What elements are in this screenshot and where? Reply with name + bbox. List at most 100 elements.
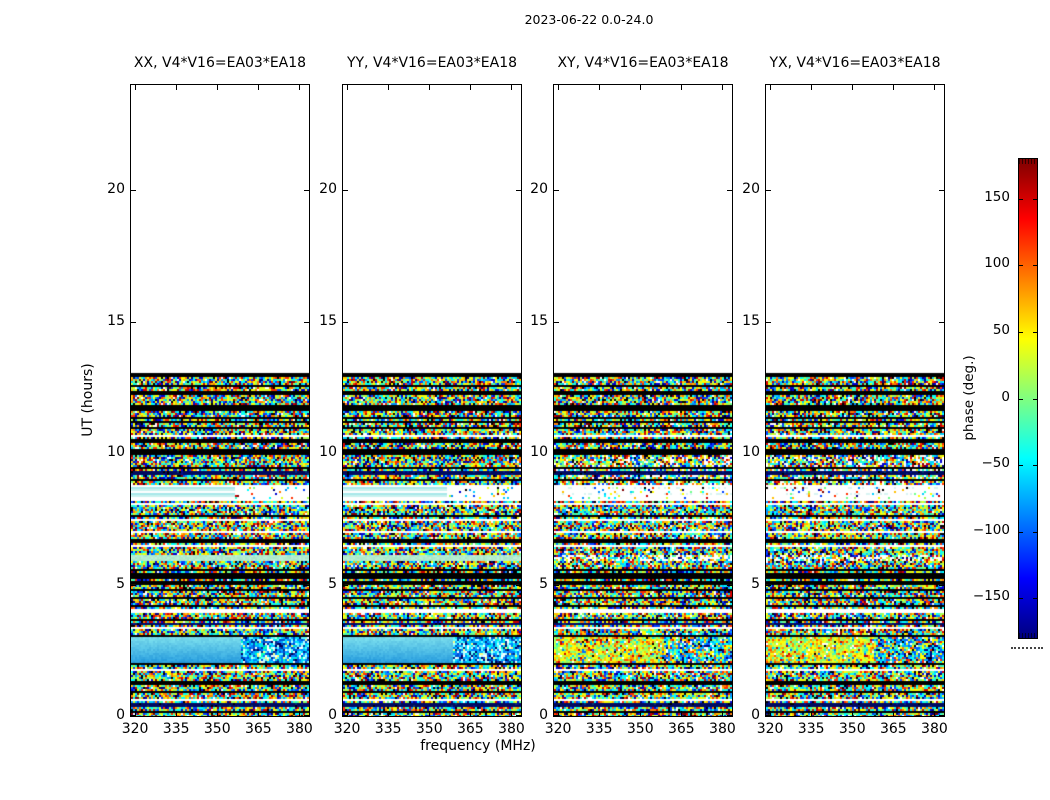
x-tick-label: 350 [838,721,866,737]
heatmap-canvas-xx [131,85,309,716]
y-tick [304,453,309,454]
y-tick [727,322,732,323]
x-tick [770,85,771,90]
y-tick-label: 15 [742,312,760,329]
y-tick [516,453,521,454]
y-tick-label: 0 [751,707,760,723]
colorbar-tick-label: 0 [1001,389,1010,405]
x-tick [176,85,177,90]
colorbar-tick [1033,598,1037,599]
y-tick [304,322,309,323]
y-tick [766,322,771,323]
x-tick [470,85,471,90]
x-tick [599,85,600,90]
x-tick [135,711,136,716]
x-tick [852,85,853,90]
y-tick-label: 20 [742,181,760,198]
colorbar-tick [1033,465,1037,466]
y-tick-label: 5 [328,575,337,592]
y-tick-label: 15 [319,312,337,329]
y-tick [727,190,732,191]
x-tick-label: 365 [879,721,907,737]
x-tick [347,711,348,716]
colorbar-tick-label: 150 [984,189,1010,205]
colorbar-tick [1019,199,1023,200]
colorbar-tick-label: −50 [981,455,1011,471]
colorbar-tick [1033,265,1037,266]
colorbar-tick-label: −150 [972,588,1010,604]
colorbar-tick [1019,598,1023,599]
x-tick-label: 350 [415,721,443,737]
colorbar-tick [1033,532,1037,533]
colorbar-tick [1019,332,1023,333]
x-tick [429,711,430,716]
y-tick [131,453,136,454]
x-tick [722,711,723,716]
colorbar-tick [1019,532,1023,533]
x-tick-label: 335 [162,721,190,737]
x-tick [470,711,471,716]
x-tick-label: 365 [456,721,484,737]
x-tick [852,711,853,716]
x-tick [558,85,559,90]
heatmap-panel-xy [553,84,733,717]
colorbar-tick [1019,465,1023,466]
x-tick-label: 335 [585,721,613,737]
x-tick-label: 320 [121,721,149,737]
y-tick [554,585,559,586]
x-tick [934,711,935,716]
y-tick-label: 10 [530,444,548,461]
y-tick-label: 5 [751,575,760,592]
y-tick [939,453,944,454]
y-tick-label: 20 [107,181,125,198]
x-tick [258,711,259,716]
x-tick-label: 335 [374,721,402,737]
panel-title-yy: YY, V4*V16=EA03*EA18 [346,55,518,71]
colorbar-tick-label: 100 [984,255,1010,271]
x-tick [135,85,136,90]
x-tick [640,85,641,90]
y-tick [343,453,348,454]
x-tick-label: 350 [203,721,231,737]
y-tick-label: 5 [539,575,548,592]
x-tick [722,85,723,90]
x-tick [934,85,935,90]
x-tick [388,711,389,716]
x-tick-label: 335 [797,721,825,737]
x-axis-label: frequency (MHz) [420,738,536,754]
y-tick [939,190,944,191]
y-tick-label: 5 [116,575,125,592]
y-tick [554,190,559,191]
heatmap-canvas-yx [766,85,944,716]
x-tick [893,711,894,716]
y-tick [516,585,521,586]
colorbar-tick-label: −100 [972,522,1010,538]
heatmap-panel-yy [342,84,522,717]
y-tick [343,715,348,716]
x-tick [388,85,389,90]
x-tick [347,85,348,90]
x-tick-label: 380 [498,721,525,737]
y-tick [304,190,309,191]
heatmap-canvas-yy [343,85,521,716]
y-tick-label: 0 [116,707,125,723]
y-tick [554,715,559,716]
figure-title: 2023-06-22 0.0-24.0 [524,12,654,27]
x-tick-label: 380 [286,721,313,737]
y-tick [516,322,521,323]
heatmap-canvas-xy [554,85,732,716]
colorbar-top-hatch [1019,159,1037,164]
y-tick [516,715,521,716]
y-tick [304,585,309,586]
y-axis-label: UT (hours) [80,363,96,437]
y-tick [131,585,136,586]
x-tick [258,85,259,90]
y-tick-label: 0 [328,707,337,723]
y-tick [343,322,348,323]
x-tick-label: 380 [921,721,948,737]
y-tick [766,453,771,454]
x-tick [299,711,300,716]
x-tick [811,85,812,90]
y-tick [939,585,944,586]
